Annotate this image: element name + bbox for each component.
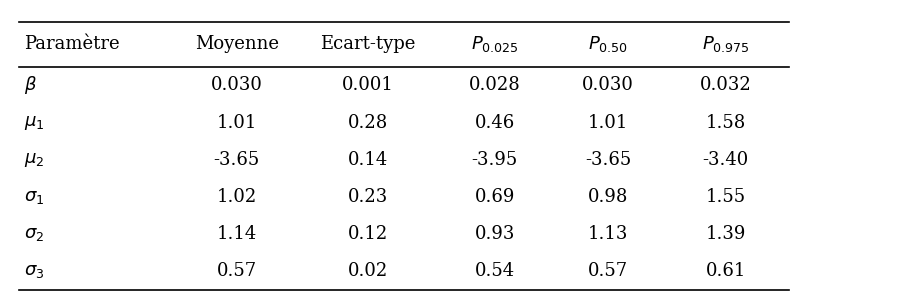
- Text: 0.028: 0.028: [469, 76, 520, 94]
- Text: -3.95: -3.95: [471, 151, 518, 169]
- Text: 0.001: 0.001: [342, 76, 394, 94]
- Text: 0.28: 0.28: [348, 113, 388, 131]
- Text: 0.46: 0.46: [475, 113, 515, 131]
- Text: 0.02: 0.02: [348, 262, 388, 280]
- Text: $P_{0.975}$: $P_{0.975}$: [702, 34, 749, 55]
- Text: 1.55: 1.55: [706, 188, 745, 206]
- Text: 0.030: 0.030: [582, 76, 634, 94]
- Text: Moyenne: Moyenne: [194, 35, 279, 53]
- Text: 0.69: 0.69: [475, 188, 515, 206]
- Text: -3.40: -3.40: [703, 151, 749, 169]
- Text: 1.13: 1.13: [587, 225, 628, 243]
- Text: 0.93: 0.93: [475, 225, 515, 243]
- Text: $\sigma_2$: $\sigma_2$: [24, 225, 44, 243]
- Text: 1.58: 1.58: [706, 113, 745, 131]
- Text: $P_{0.025}$: $P_{0.025}$: [471, 34, 518, 55]
- Text: 0.032: 0.032: [700, 76, 752, 94]
- Text: $P_{0.50}$: $P_{0.50}$: [587, 34, 628, 55]
- Text: 0.61: 0.61: [706, 262, 745, 280]
- Text: Ecart-type: Ecart-type: [321, 35, 416, 53]
- Text: 0.12: 0.12: [348, 225, 388, 243]
- Text: $\beta$: $\beta$: [24, 74, 37, 96]
- Text: Paramètre: Paramètre: [24, 35, 120, 53]
- Text: 1.14: 1.14: [217, 225, 257, 243]
- Text: -3.65: -3.65: [585, 151, 631, 169]
- Text: -3.65: -3.65: [213, 151, 260, 169]
- Text: 0.030: 0.030: [211, 76, 262, 94]
- Text: 1.01: 1.01: [587, 113, 628, 131]
- Text: 0.57: 0.57: [217, 262, 257, 280]
- Text: 0.57: 0.57: [587, 262, 628, 280]
- Text: 0.23: 0.23: [348, 188, 388, 206]
- Text: $\sigma_3$: $\sigma_3$: [24, 262, 44, 280]
- Text: $\sigma_1$: $\sigma_1$: [24, 188, 44, 206]
- Text: 0.98: 0.98: [587, 188, 628, 206]
- Text: 1.39: 1.39: [706, 225, 745, 243]
- Text: $\mu_2$: $\mu_2$: [24, 151, 44, 169]
- Text: 0.14: 0.14: [348, 151, 388, 169]
- Text: 1.01: 1.01: [217, 113, 257, 131]
- Text: $\mu_1$: $\mu_1$: [24, 113, 44, 131]
- Text: 0.54: 0.54: [475, 262, 515, 280]
- Text: 1.02: 1.02: [217, 188, 257, 206]
